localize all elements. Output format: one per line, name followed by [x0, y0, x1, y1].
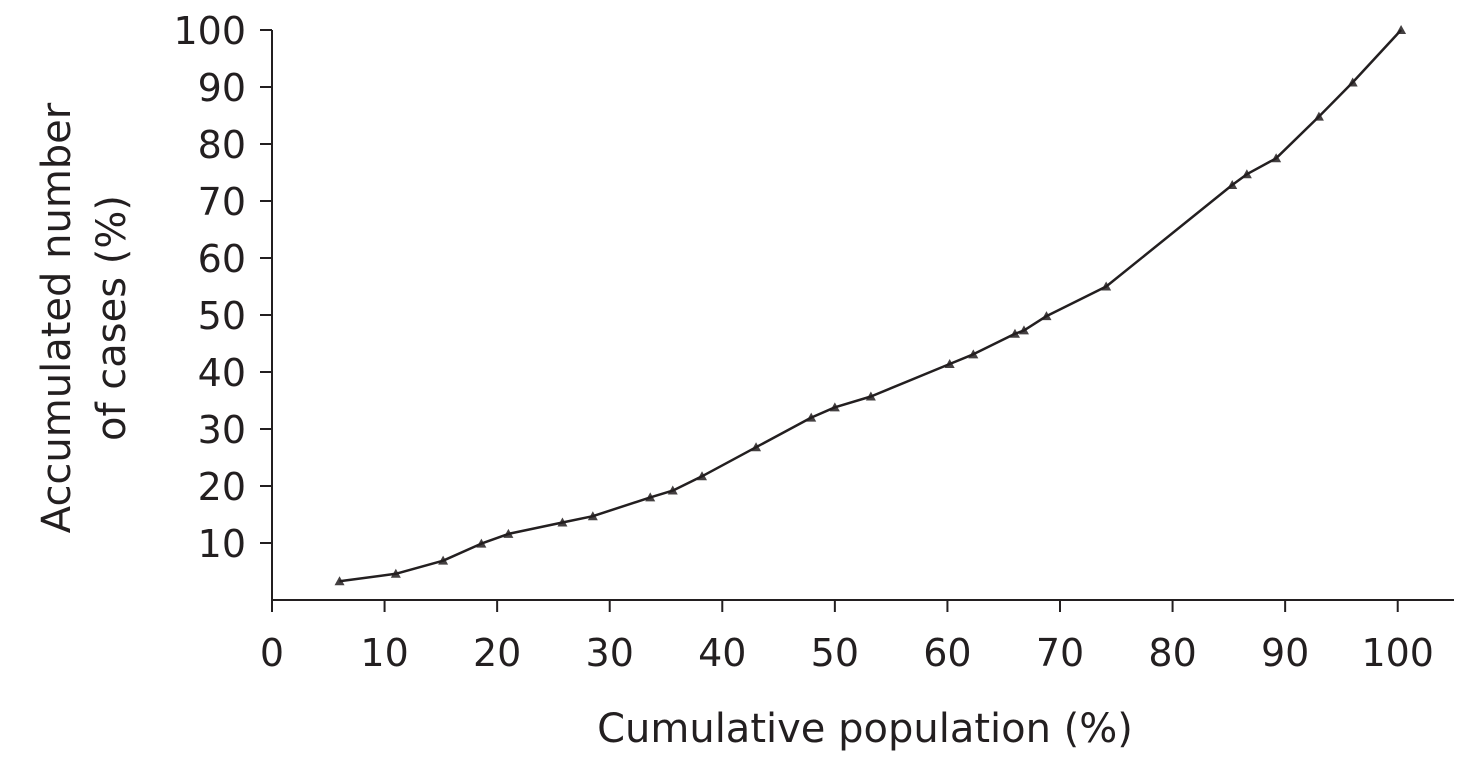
y-tick-label: 30 — [198, 408, 246, 452]
y-tick-label: 70 — [198, 180, 246, 224]
x-tick-label: 90 — [1261, 631, 1309, 675]
y-tick-label: 40 — [198, 351, 246, 395]
x-tick-label: 70 — [1036, 631, 1084, 675]
x-tick-label: 10 — [360, 631, 408, 675]
data-point-marker — [1041, 311, 1052, 321]
y-tick-label: 50 — [198, 294, 246, 338]
data-point-marker — [645, 492, 656, 502]
y-tick-label: 20 — [198, 465, 246, 509]
data-point-marker — [1241, 169, 1252, 179]
data-point-marker — [1271, 153, 1282, 163]
data-point-marker — [1313, 111, 1324, 121]
series-line — [339, 29, 1403, 583]
data-point-marker — [1101, 281, 1112, 291]
tick-group: 0 10 20 30 40 50 60 70 80 90 100 10 20 30 40 50 60 70 80 90… — [173, 9, 1434, 675]
data-point-marker — [944, 359, 955, 369]
data-point-marker — [557, 517, 568, 527]
y-tick-label: 60 — [198, 237, 246, 281]
y-tick-label: 100 — [173, 9, 246, 53]
data-point-marker — [865, 391, 876, 401]
data-point-marker — [968, 349, 979, 359]
y-tick-label: 10 — [198, 522, 246, 566]
axes — [271, 30, 1454, 601]
data-point-marker — [1018, 325, 1029, 335]
y-tick-label: 90 — [198, 66, 246, 110]
data-point-marker — [1396, 25, 1407, 34]
data-point-marker — [334, 576, 345, 586]
x-tick-label: 30 — [586, 631, 634, 675]
series-group — [334, 25, 1407, 586]
data-point-marker — [1227, 180, 1238, 190]
x-tick-label: 0 — [260, 631, 284, 675]
data-point-marker — [476, 538, 487, 548]
x-tick-label: 40 — [698, 631, 746, 675]
data-point-marker — [806, 412, 817, 422]
x-tick-label: 80 — [1148, 631, 1196, 675]
data-point-marker — [587, 511, 598, 521]
data-point-marker — [1009, 328, 1020, 338]
x-tick-label: 60 — [923, 631, 971, 675]
y-tick-label: 80 — [198, 123, 246, 167]
data-point-marker — [829, 402, 840, 412]
y-axis-title-line-1: Accumulated number — [34, 102, 80, 533]
data-point-marker — [697, 471, 708, 481]
data-point-marker — [1347, 77, 1358, 87]
data-point-marker — [503, 528, 514, 538]
data-point-marker — [438, 555, 449, 565]
x-axis-title: Cumulative population (%) — [597, 706, 1133, 752]
x-tick-label: 100 — [1361, 631, 1434, 675]
x-tick-label: 50 — [811, 631, 859, 675]
data-point-marker — [667, 485, 678, 495]
data-point-marker — [751, 442, 762, 452]
x-tick-label: 20 — [473, 631, 521, 675]
y-axis-title-line-2: of cases (%) — [89, 195, 135, 441]
data-point-marker — [390, 568, 401, 578]
